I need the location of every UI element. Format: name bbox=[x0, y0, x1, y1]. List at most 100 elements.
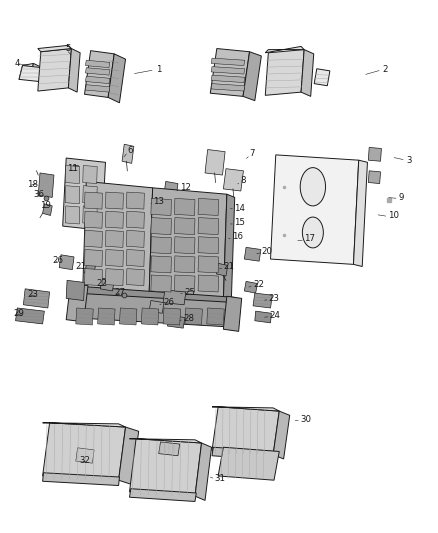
Polygon shape bbox=[65, 165, 80, 183]
Polygon shape bbox=[141, 308, 159, 325]
Polygon shape bbox=[223, 194, 235, 304]
Text: 29: 29 bbox=[13, 309, 24, 318]
Polygon shape bbox=[163, 290, 186, 305]
Text: 17: 17 bbox=[304, 235, 315, 244]
Text: 12: 12 bbox=[180, 183, 191, 192]
Polygon shape bbox=[211, 67, 245, 74]
Polygon shape bbox=[151, 198, 171, 215]
Polygon shape bbox=[68, 49, 80, 92]
Polygon shape bbox=[127, 269, 145, 286]
Text: 2: 2 bbox=[383, 66, 388, 74]
Polygon shape bbox=[85, 85, 110, 92]
Text: 30: 30 bbox=[300, 415, 311, 424]
Polygon shape bbox=[265, 46, 304, 53]
Polygon shape bbox=[85, 262, 96, 275]
Polygon shape bbox=[15, 308, 44, 324]
Polygon shape bbox=[65, 185, 80, 204]
Polygon shape bbox=[185, 308, 202, 325]
Text: 16: 16 bbox=[232, 232, 243, 241]
Polygon shape bbox=[253, 293, 272, 308]
Polygon shape bbox=[59, 255, 74, 270]
Polygon shape bbox=[265, 50, 304, 95]
Polygon shape bbox=[198, 275, 219, 292]
Text: 4: 4 bbox=[14, 59, 20, 68]
Polygon shape bbox=[83, 165, 97, 183]
Polygon shape bbox=[218, 447, 279, 480]
Text: 1: 1 bbox=[155, 66, 161, 74]
Text: 32: 32 bbox=[79, 456, 90, 464]
Polygon shape bbox=[151, 256, 171, 273]
Polygon shape bbox=[212, 407, 279, 411]
Polygon shape bbox=[66, 280, 85, 301]
Polygon shape bbox=[149, 188, 227, 301]
Text: 10: 10 bbox=[388, 211, 399, 220]
Polygon shape bbox=[30, 63, 42, 82]
Polygon shape bbox=[174, 217, 195, 235]
Polygon shape bbox=[85, 60, 110, 68]
Text: 7: 7 bbox=[250, 149, 255, 158]
Polygon shape bbox=[122, 144, 134, 164]
Text: 6: 6 bbox=[127, 146, 133, 155]
Polygon shape bbox=[120, 308, 137, 325]
Polygon shape bbox=[159, 442, 180, 456]
Polygon shape bbox=[353, 160, 367, 266]
Text: 23: 23 bbox=[27, 289, 38, 298]
Text: 22: 22 bbox=[96, 279, 107, 288]
Polygon shape bbox=[106, 192, 124, 209]
Text: 5: 5 bbox=[65, 44, 71, 53]
Text: 31: 31 bbox=[215, 474, 226, 482]
Text: 21: 21 bbox=[223, 262, 234, 271]
Polygon shape bbox=[368, 148, 381, 161]
Polygon shape bbox=[85, 192, 102, 209]
Polygon shape bbox=[211, 75, 245, 83]
Polygon shape bbox=[127, 249, 145, 266]
Polygon shape bbox=[42, 423, 126, 427]
Polygon shape bbox=[149, 301, 164, 313]
Polygon shape bbox=[76, 308, 93, 325]
Polygon shape bbox=[106, 211, 124, 228]
Polygon shape bbox=[38, 173, 54, 197]
Polygon shape bbox=[42, 423, 126, 480]
Polygon shape bbox=[174, 256, 195, 273]
Polygon shape bbox=[106, 269, 124, 286]
Polygon shape bbox=[83, 206, 97, 224]
Polygon shape bbox=[63, 158, 106, 230]
Polygon shape bbox=[85, 211, 102, 228]
Text: 11: 11 bbox=[67, 164, 78, 173]
Polygon shape bbox=[85, 68, 110, 75]
Polygon shape bbox=[83, 181, 152, 294]
Text: 18: 18 bbox=[27, 180, 38, 189]
Polygon shape bbox=[198, 237, 219, 254]
Polygon shape bbox=[98, 308, 115, 325]
Polygon shape bbox=[127, 192, 145, 209]
Polygon shape bbox=[42, 473, 120, 486]
Polygon shape bbox=[65, 206, 80, 224]
Polygon shape bbox=[195, 443, 212, 500]
Polygon shape bbox=[223, 168, 244, 191]
Polygon shape bbox=[210, 49, 250, 96]
Text: 25: 25 bbox=[184, 287, 195, 296]
Polygon shape bbox=[151, 237, 171, 254]
Polygon shape bbox=[271, 155, 359, 264]
Text: 36: 36 bbox=[34, 190, 45, 199]
Polygon shape bbox=[130, 439, 201, 443]
Polygon shape bbox=[42, 204, 52, 215]
Polygon shape bbox=[174, 237, 195, 254]
Polygon shape bbox=[301, 50, 314, 96]
Polygon shape bbox=[100, 278, 114, 291]
Polygon shape bbox=[71, 293, 237, 327]
Polygon shape bbox=[119, 427, 139, 484]
Polygon shape bbox=[198, 217, 219, 235]
Polygon shape bbox=[76, 448, 94, 463]
Text: 23: 23 bbox=[269, 294, 280, 303]
Polygon shape bbox=[151, 275, 171, 292]
Polygon shape bbox=[163, 308, 180, 325]
Polygon shape bbox=[164, 181, 178, 196]
Polygon shape bbox=[273, 411, 290, 459]
Polygon shape bbox=[85, 230, 102, 247]
Polygon shape bbox=[255, 311, 272, 323]
Polygon shape bbox=[207, 308, 224, 325]
Polygon shape bbox=[244, 247, 261, 261]
Text: 19: 19 bbox=[40, 201, 51, 211]
Polygon shape bbox=[130, 489, 196, 502]
